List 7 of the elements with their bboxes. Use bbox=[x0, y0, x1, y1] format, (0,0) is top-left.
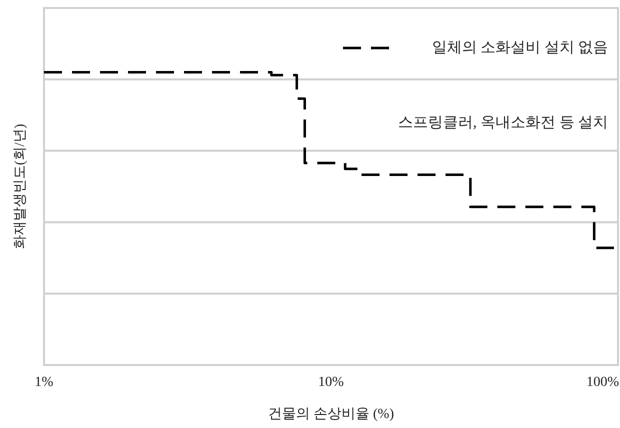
annotation: 스프링클러, 옥내소화전 등 설치 bbox=[398, 115, 608, 131]
x-axis-title: 건물의 손상비율 (%) bbox=[268, 407, 394, 422]
x-tick-label: 10% bbox=[318, 375, 344, 390]
text: 일체의 소화설비 설치 없음 bbox=[432, 40, 608, 56]
x-tick-label: 1% bbox=[34, 375, 54, 390]
y-axis-title: 화재발생빈도(회/년) bbox=[13, 124, 28, 250]
x-tick-label: 100% bbox=[586, 375, 620, 390]
